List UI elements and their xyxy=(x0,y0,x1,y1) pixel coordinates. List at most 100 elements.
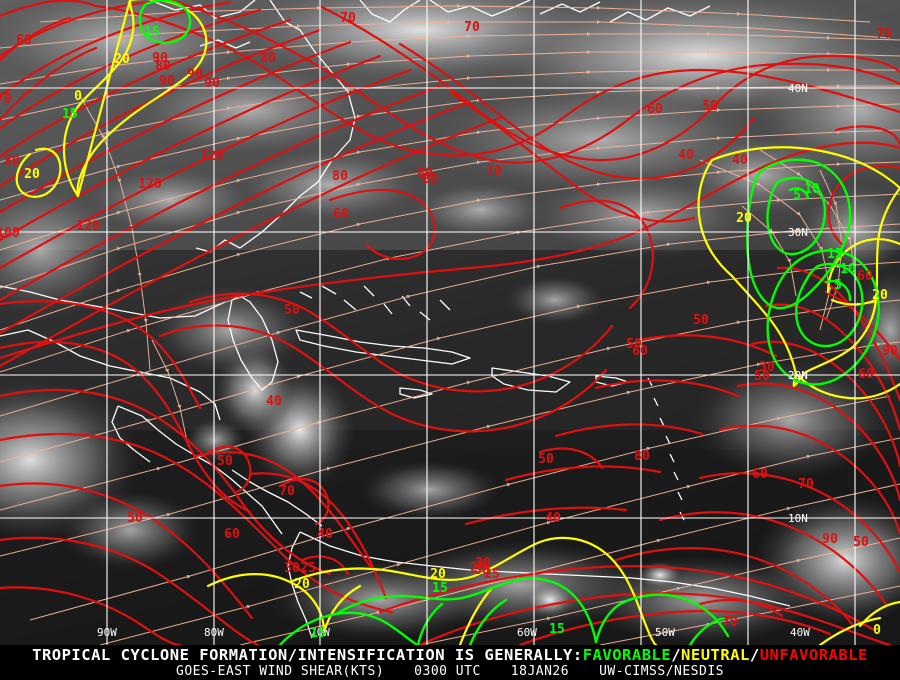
product-source: GOES-EAST WIND SHEAR(KTS) xyxy=(176,664,385,679)
contour-label: 90 xyxy=(152,51,168,66)
contour-label: 70 xyxy=(340,11,356,26)
contour-label: 60 xyxy=(752,467,768,482)
contour-label: 80 xyxy=(332,169,348,184)
lat-lon-grid xyxy=(0,0,900,645)
contour-label: 40 xyxy=(678,148,694,163)
product-date: 18JAN26 xyxy=(510,664,570,679)
contour-label: 90 xyxy=(187,67,203,82)
contour-label: 60 xyxy=(16,33,32,48)
legend-unfavorable: UNFAVORABLE xyxy=(759,646,868,664)
contour-label: 90 xyxy=(204,76,220,91)
contour-label: 60 xyxy=(858,367,874,382)
contour-label: 20 xyxy=(24,167,40,182)
contour-label: 60 xyxy=(632,344,648,359)
contour-label: 120 xyxy=(138,177,162,192)
contour-label: 90 xyxy=(882,344,898,359)
contour-label: 15 xyxy=(549,622,565,637)
contour-label: 60 xyxy=(647,102,663,117)
lon-label-70w: 70W xyxy=(310,626,330,639)
contour-label: 25 xyxy=(300,561,316,576)
contour-label: 50 xyxy=(538,452,554,467)
contour-label: 70 xyxy=(798,477,814,492)
contour-label: 0 xyxy=(873,623,881,638)
contour-label: 50 xyxy=(127,511,143,526)
contour-label: 20 xyxy=(430,567,446,582)
contour-label: 40 xyxy=(266,394,282,409)
contour-label: 70 xyxy=(722,615,738,630)
contour-label: 50 xyxy=(693,313,709,328)
contour-label: 30 xyxy=(759,360,775,375)
contour-label: 80 xyxy=(417,166,433,181)
contour-label: 20 xyxy=(872,288,888,303)
contour-label: 30 xyxy=(475,556,491,571)
lon-label-90w: 90W xyxy=(97,626,117,639)
contour-label: 50 xyxy=(217,454,233,469)
lon-label-50w: 50W xyxy=(655,626,675,639)
contour-label: 20 xyxy=(736,211,752,226)
contour-label: 90 xyxy=(822,532,838,547)
contour-label: 80 xyxy=(155,59,171,74)
contour-label: 30 xyxy=(284,561,300,576)
contour-label: 100 xyxy=(0,226,20,241)
satellite-shear-map[interactable]: 40N 30N 20N 10N 90W 80W 70W 60W 50W 40W … xyxy=(0,0,900,645)
contour-label: 10 xyxy=(804,182,820,197)
contour-label: 70 xyxy=(464,20,480,35)
contour-label: 80 xyxy=(634,449,650,464)
favorability-statement: TROPICAL CYCLONE FORMATION/INTENSIFICATI… xyxy=(0,646,900,664)
contour-label: 70 xyxy=(0,92,12,107)
map-canvas: 40N 30N 20N 10N 90W 80W 70W 60W 50W 40W … xyxy=(0,0,900,645)
product-time: 0300 UTC xyxy=(414,664,481,679)
contour-label: 30 xyxy=(474,563,490,578)
lat-label-10n: 10N xyxy=(788,512,808,525)
contour-label: 50 xyxy=(853,535,869,550)
high-shear-contours-unfavorable xyxy=(0,0,900,645)
contour-label: 15 xyxy=(827,247,843,262)
contour-label: 50 xyxy=(626,337,642,352)
contour-label: 40 xyxy=(545,511,561,526)
contour-label: 50 xyxy=(702,99,718,114)
contour-label: 120 xyxy=(200,149,224,164)
contour-label: 50 xyxy=(754,369,770,384)
legend-neutral: NEUTRAL xyxy=(681,646,750,664)
contour-label: 60 xyxy=(857,269,873,284)
lat-label-40n: 40N xyxy=(788,82,808,95)
product-metadata-line: GOES-EAST WIND SHEAR(KTS) 0300 UTC 18JAN26… xyxy=(0,664,900,679)
product-agency: UW-CIMSS/NESDIS xyxy=(599,664,724,679)
contour-label: 10 xyxy=(840,262,856,277)
contour-label: 15 xyxy=(62,107,78,122)
contour-label: 5 xyxy=(793,188,801,203)
lat-label-20n: 20N xyxy=(788,369,808,382)
statement-text: TROPICAL CYCLONE FORMATION/INTENSIFICATI… xyxy=(32,646,583,664)
contour-label: 15 xyxy=(432,581,448,596)
caption-bar: TROPICAL CYCLONE FORMATION/INTENSIFICATI… xyxy=(0,645,900,680)
contour-label: 25 xyxy=(484,567,500,582)
contour-label: 15 xyxy=(144,25,160,40)
contour-label: 50 xyxy=(284,303,300,318)
contour-label: 80 xyxy=(260,51,276,66)
legend-favorable: FAVORABLE xyxy=(582,646,672,664)
legend-separator-2: / xyxy=(749,646,760,664)
contour-label: 80 xyxy=(422,172,438,187)
lon-label-60w: 60W xyxy=(517,626,537,639)
low-shear-contours-favorable xyxy=(138,0,880,645)
contour-label: 40 xyxy=(317,527,333,542)
contour-label: 0 xyxy=(74,89,82,104)
contour-label: 80 xyxy=(4,154,20,169)
ir-satellite-imagery xyxy=(0,0,900,645)
contour-label: 70 xyxy=(279,484,295,499)
contour-label: 5 xyxy=(834,278,842,293)
lat-label-30n: 30N xyxy=(788,226,808,239)
contour-label: 25 xyxy=(470,561,486,576)
lon-label-80w: 80W xyxy=(204,626,224,639)
contour-label: 20 xyxy=(114,52,130,67)
grid-labels: 40N 30N 20N 10N 90W 80W 70W 60W 50W 40W xyxy=(97,82,810,639)
contour-label: 60 xyxy=(333,207,349,222)
contour-label: 60 xyxy=(224,527,240,542)
contour-label: 70 xyxy=(486,164,502,179)
contour-label: 20 xyxy=(294,577,310,592)
contour-label: 40 xyxy=(732,153,748,168)
contour-label: 70 xyxy=(876,27,892,42)
contour-label: 90 xyxy=(159,74,175,89)
